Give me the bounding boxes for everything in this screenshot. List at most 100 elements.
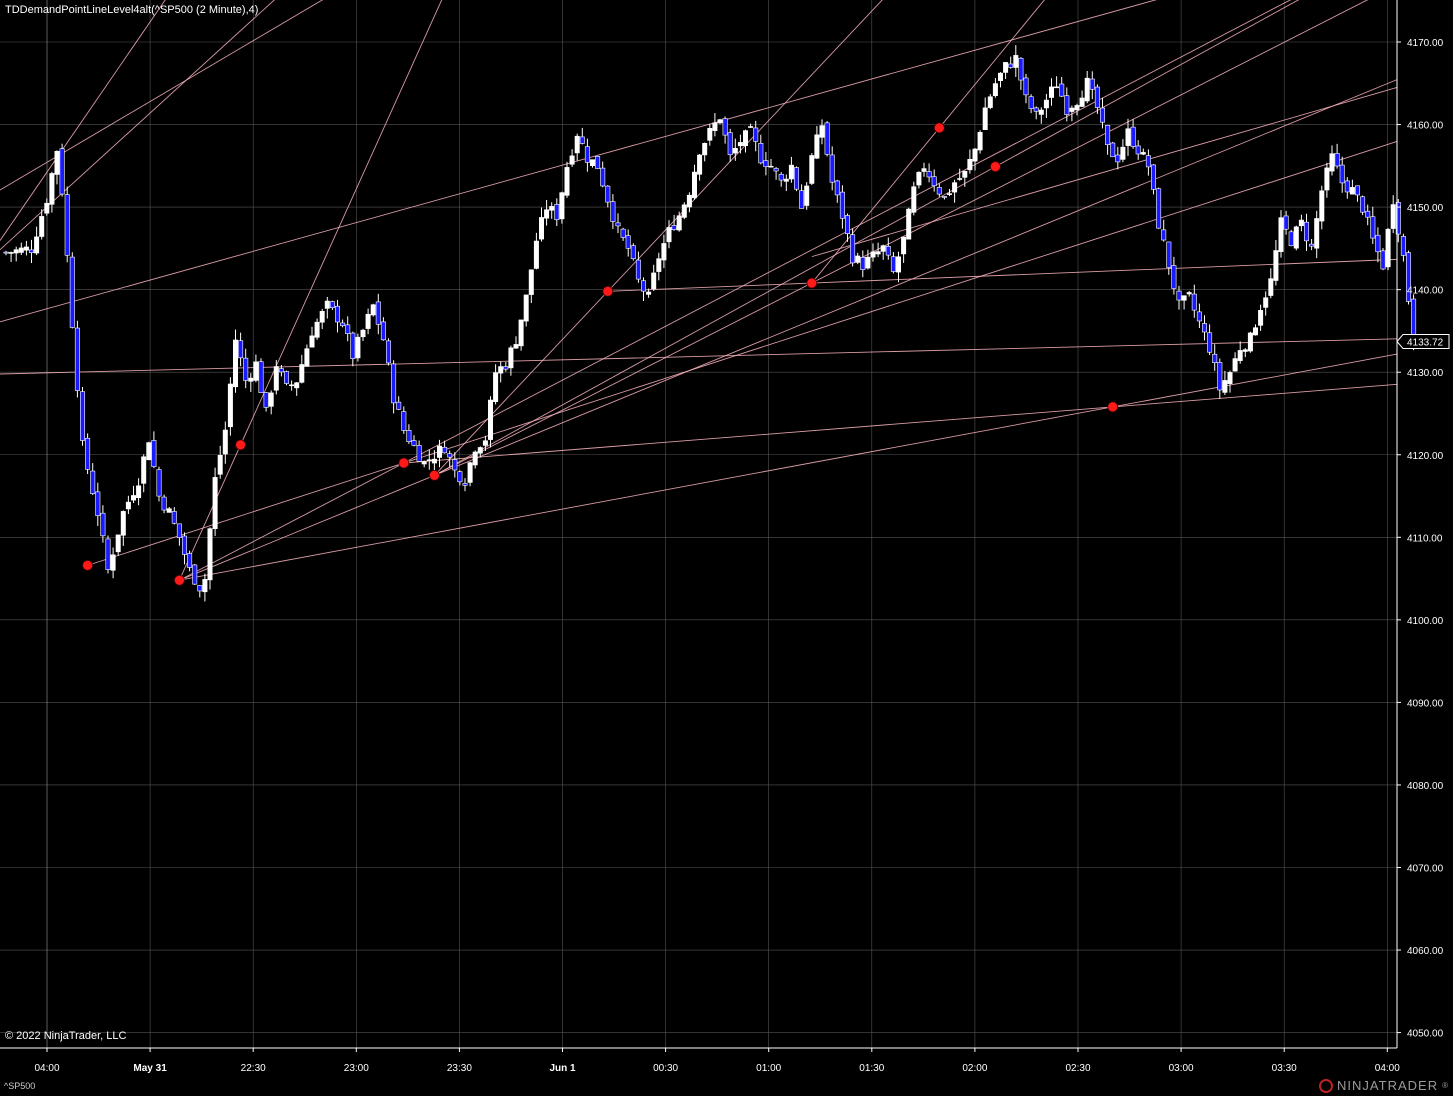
candle-body (85, 437, 91, 470)
candle-body (1247, 332, 1253, 352)
candle-body (39, 216, 45, 237)
candle-body (916, 171, 922, 186)
candle-body (309, 335, 315, 348)
demand-point (398, 457, 410, 469)
candle-body (324, 300, 330, 309)
candle-body (258, 361, 264, 393)
candle-body (278, 368, 284, 373)
candle-body (722, 118, 728, 136)
x-tick-label: 03:30 (1272, 1063, 1297, 1074)
candle-body (625, 235, 631, 249)
candle-body (406, 430, 412, 442)
candle-body (538, 217, 544, 240)
candle-body (18, 247, 24, 253)
ninjatrader-icon (1319, 1078, 1334, 1093)
candle-body (1202, 323, 1208, 333)
candle-body (80, 391, 86, 441)
candle-body (651, 272, 657, 290)
candle-body (192, 564, 198, 585)
candle-body (610, 201, 616, 222)
candle-body (1100, 107, 1106, 123)
candle-body (799, 190, 805, 209)
candle-body (34, 236, 40, 254)
candle-body (411, 440, 417, 446)
candle-body (436, 445, 442, 458)
candle-body (549, 206, 555, 211)
candle-body (962, 170, 968, 178)
x-tick-label: 02:00 (962, 1063, 987, 1074)
candlesticks (3, 45, 1417, 602)
candle-body (100, 512, 106, 537)
candle-body (74, 327, 80, 391)
candle-body (1349, 187, 1355, 195)
candle-body (508, 347, 514, 369)
candle-body (814, 134, 820, 159)
candle-body (936, 187, 942, 195)
candle-body (753, 127, 759, 142)
candle-body (457, 471, 463, 483)
candle-body (1089, 78, 1095, 90)
candle-body (396, 401, 402, 410)
candle-body (238, 340, 244, 359)
candle-body (95, 491, 101, 516)
candle-body (176, 523, 182, 538)
candle-body (697, 154, 703, 175)
y-tick-label: 4130.00 (1407, 368, 1444, 379)
candle-body (1043, 99, 1049, 109)
copyright-text: © 2022 NinjaTrader, LLC (5, 1030, 127, 1042)
candle-body (289, 384, 295, 387)
candle-body (748, 126, 754, 128)
candle-body (666, 227, 672, 243)
candle-body (273, 366, 279, 391)
candle-body (702, 143, 708, 156)
candle-body (299, 364, 305, 383)
candle-body (375, 301, 381, 325)
y-tick-label: 4060.00 (1407, 946, 1444, 957)
candle-body (691, 171, 697, 199)
demand-point (173, 574, 185, 586)
candle-body (1110, 142, 1116, 158)
candle-body (314, 321, 320, 338)
candle-body (717, 119, 723, 124)
y-tick-label: 4170.00 (1407, 38, 1444, 49)
x-tick-label: 23:00 (344, 1063, 369, 1074)
candle-body (1390, 204, 1396, 229)
candle-body (156, 469, 162, 497)
x-tick-label: 01:30 (859, 1063, 884, 1074)
candle-body (870, 251, 876, 258)
candle-body (819, 125, 825, 138)
y-tick-label: 4080.00 (1407, 781, 1444, 792)
candle-body (1038, 109, 1044, 115)
brand-text: NINJATRADER (1337, 1078, 1439, 1093)
candle-body (829, 154, 835, 183)
candle-body (1069, 107, 1075, 112)
candle-body (1079, 97, 1085, 107)
candle-body (1222, 380, 1228, 393)
x-tick-label: 23:30 (447, 1063, 472, 1074)
candle-body (880, 245, 886, 252)
y-tick-label: 4110.00 (1407, 533, 1443, 544)
candle-body (523, 294, 529, 322)
candle-body (1355, 185, 1361, 196)
candle-body (1288, 231, 1294, 247)
candle-body (763, 160, 769, 168)
trend-lines (0, 0, 1398, 581)
candle-body (3, 251, 9, 254)
candle-body (355, 336, 361, 359)
candle-body (1196, 311, 1202, 322)
candle-body (166, 508, 172, 513)
candle-body (901, 236, 907, 255)
y-tick-label: 4120.00 (1407, 451, 1444, 462)
candle-body (360, 329, 366, 338)
candle-body (447, 453, 453, 458)
candle-body (1227, 372, 1233, 384)
candle-body (773, 168, 779, 172)
candle-body (1273, 250, 1279, 281)
candle-body (533, 240, 539, 269)
candle-body (1161, 229, 1167, 241)
y-tick-label: 4150.00 (1407, 203, 1444, 214)
x-tick-label: 04:00 (34, 1063, 59, 1074)
candle-body (895, 256, 901, 273)
candle-body (1049, 86, 1055, 98)
